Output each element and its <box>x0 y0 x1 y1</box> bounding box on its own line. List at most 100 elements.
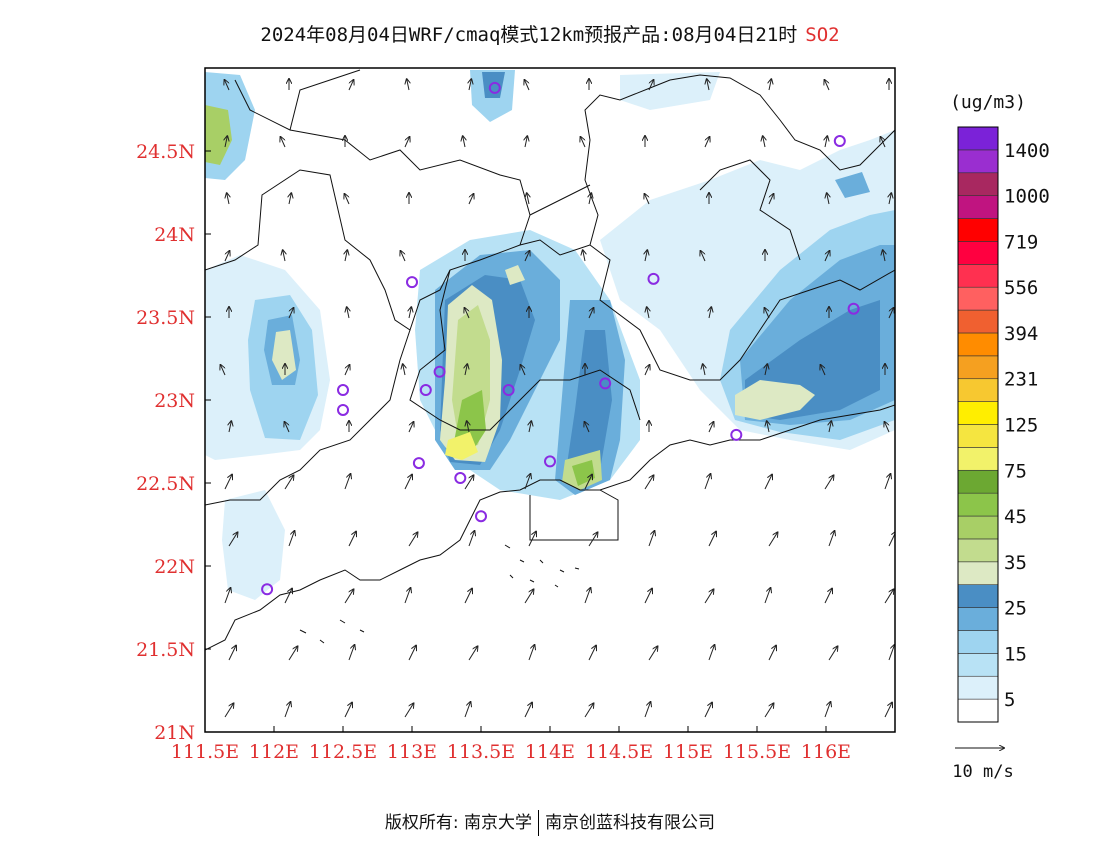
wind-arrow <box>585 422 590 433</box>
wind-arrow <box>465 308 470 319</box>
wind-arrow <box>881 137 886 148</box>
station-marker <box>337 403 349 416</box>
concentration-field <box>205 68 895 732</box>
wind-arrow <box>645 250 647 262</box>
wind-arrow <box>289 193 291 205</box>
wind-arrow <box>404 137 409 148</box>
wind-arrow <box>644 365 649 376</box>
legend-swatch <box>957 355 999 380</box>
wind-arrow <box>825 136 827 148</box>
legend-swatch <box>957 286 999 311</box>
so2-contour-topleft-core <box>205 105 232 165</box>
wind-arrow <box>588 532 597 547</box>
station-marker <box>419 384 432 397</box>
legend-label: 125 <box>1004 415 1038 437</box>
city-boundary-3 <box>205 329 411 506</box>
wind-arrow <box>889 193 891 205</box>
wind-arrow <box>407 79 409 91</box>
color-legend: 5 15 25 35 45 75 125 231 394 556 719 1000 1400 <box>957 126 1050 723</box>
reference-vector-label: 10 m/s <box>952 762 1013 782</box>
legend-label: 1000 <box>1004 186 1050 208</box>
wind-arrow <box>529 421 531 433</box>
legend-label: 75 <box>1004 460 1027 482</box>
wind-arrow <box>224 475 232 490</box>
islands <box>299 544 580 644</box>
wind-arrow <box>581 137 586 148</box>
wind-arrow <box>584 475 592 490</box>
wind-arrow <box>468 646 477 661</box>
legend-swatch <box>957 401 999 425</box>
wind-arrow <box>345 194 350 205</box>
wind-arrow <box>824 251 829 262</box>
wind-arrow <box>588 308 593 319</box>
wind-arrow <box>703 364 705 376</box>
station-marker <box>488 81 501 94</box>
station-marker <box>337 384 349 397</box>
wind-arrow <box>768 646 776 661</box>
wind-arrow <box>524 589 533 604</box>
x-tick-label: 112.5E <box>309 741 377 763</box>
wind-arrow <box>408 422 413 433</box>
station-marker <box>412 457 425 470</box>
y-tick-label: 22.5N <box>136 473 195 495</box>
wind-arrow <box>408 646 416 661</box>
hongkong-box <box>529 489 619 541</box>
legend-label: 394 <box>1004 323 1038 345</box>
wind-arrow <box>825 80 830 91</box>
wind-arrow <box>285 422 290 433</box>
wind-arrow <box>768 194 773 205</box>
x-tick-label: 113E <box>387 741 437 763</box>
legend-swatch <box>957 538 999 563</box>
wind-arrow <box>884 589 893 604</box>
legend-swatch <box>957 515 999 540</box>
wind-arrow <box>647 307 649 319</box>
wind-arrow <box>404 475 412 490</box>
x-tick-label: 115.5E <box>723 741 791 763</box>
wind-arrow <box>883 250 885 262</box>
coastline <box>205 404 895 651</box>
legend-swatch <box>957 630 999 654</box>
wind-arrow <box>525 136 527 148</box>
wind-arrow <box>584 703 593 718</box>
wind-arrow <box>708 532 716 547</box>
wind-arrow <box>464 589 472 604</box>
wind-arrow <box>288 308 293 319</box>
wind-arrow <box>708 645 714 661</box>
wind-arrow <box>828 646 837 661</box>
wind-arrow <box>528 645 534 661</box>
wind-arrow <box>648 646 657 661</box>
wind-arrow <box>765 308 770 319</box>
wind-arrow <box>648 531 654 547</box>
wind-arrow <box>283 250 285 262</box>
legend-swatch <box>957 264 999 288</box>
wind-arrow <box>763 136 765 148</box>
wind-arrow <box>464 475 473 490</box>
wind-arrow <box>281 137 286 148</box>
wind-arrow <box>224 251 229 262</box>
so2-contour-central-blob <box>505 265 525 285</box>
wind-arrow <box>884 703 892 718</box>
legend-swatch <box>957 698 999 723</box>
legend-label: 15 <box>1004 643 1027 665</box>
wind-arrow <box>588 646 596 661</box>
legend-swatch <box>957 126 999 151</box>
legend-swatch <box>957 149 999 174</box>
wind-arrow <box>704 703 712 718</box>
wind-arrow <box>227 193 229 205</box>
station-marker <box>647 272 660 285</box>
x-tick-label: 116E <box>801 741 851 763</box>
legend-swatch <box>957 172 999 196</box>
wind-arrow <box>224 588 230 604</box>
legend-swatch <box>957 332 999 357</box>
wind-arrow <box>463 136 465 148</box>
wind-arrow <box>885 422 890 433</box>
wind-arrow <box>821 365 826 376</box>
so2-contour-topright <box>620 72 720 110</box>
legend-swatch <box>957 561 999 585</box>
legend-swatch <box>957 378 999 402</box>
wind-arrow <box>401 251 406 262</box>
wind-arrow <box>768 532 777 547</box>
wind-arrow <box>408 532 417 547</box>
y-tick-label: 21.5N <box>136 639 195 661</box>
legend-swatch <box>957 241 999 265</box>
